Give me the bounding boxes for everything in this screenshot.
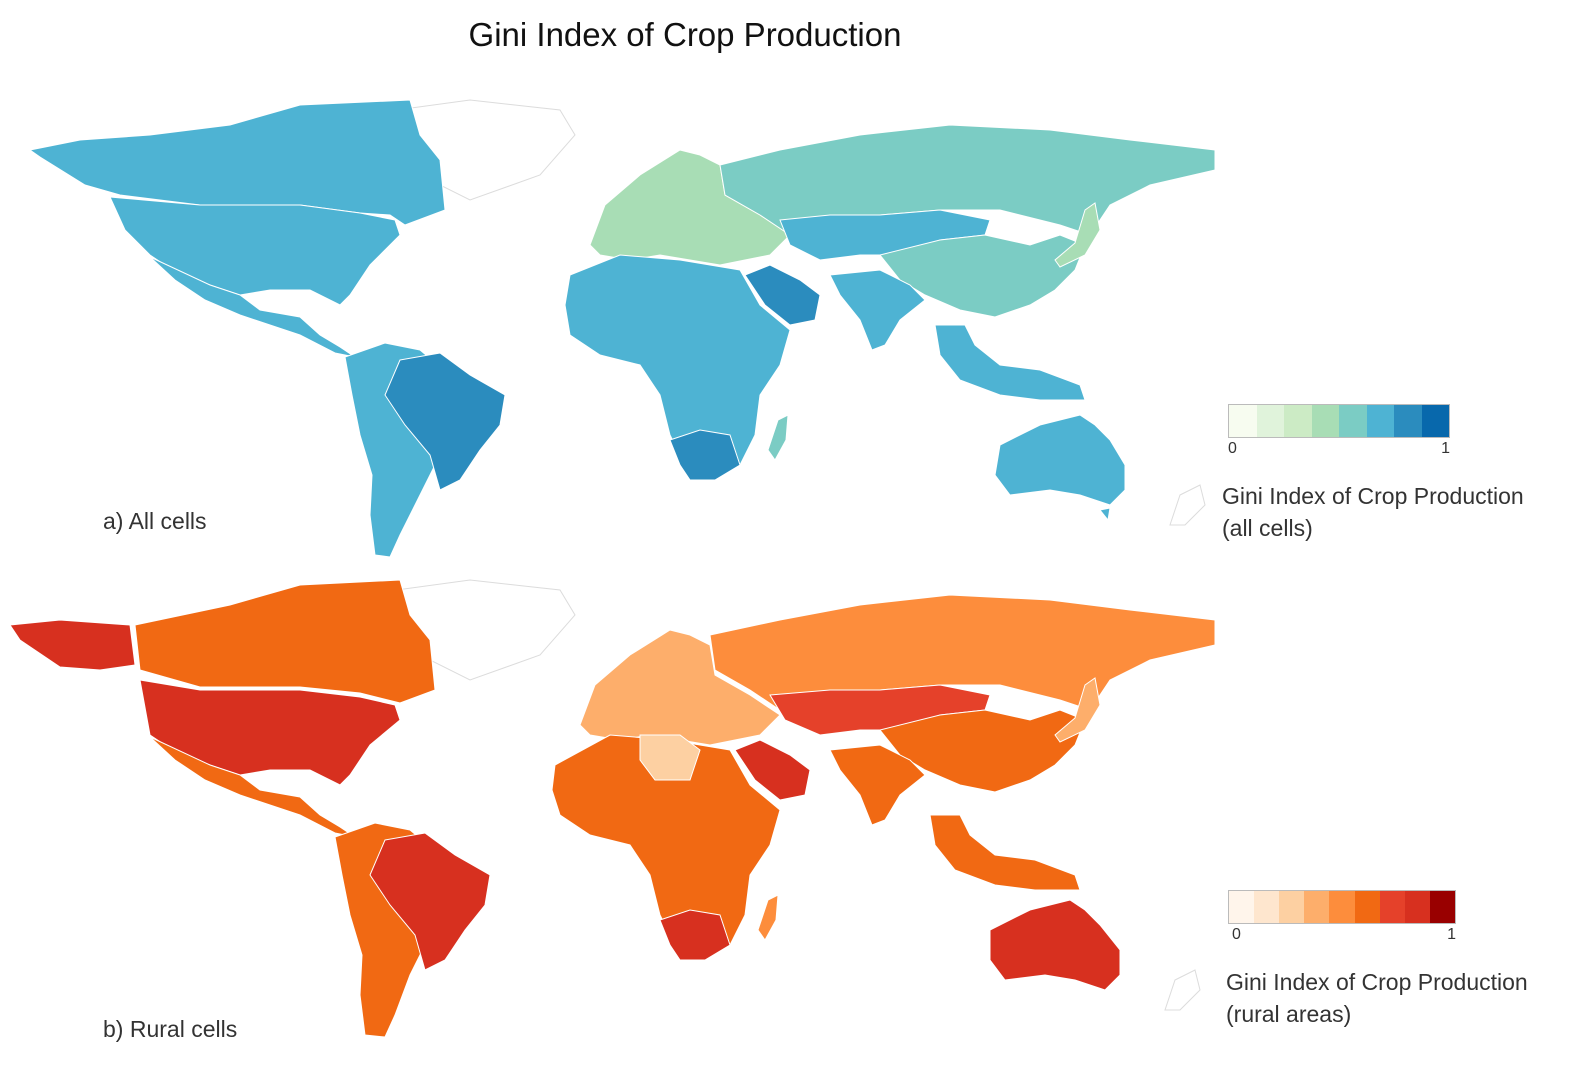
legend-swatch-0 [1229, 405, 1257, 437]
legend-swatch-6 [1379, 891, 1405, 923]
legend-swatch-5 [1366, 405, 1394, 437]
legend-all-cells: 0 1 [1228, 404, 1450, 460]
region-southeast-asia [929, 814, 1081, 891]
legend-colorbar-blue [1228, 404, 1450, 438]
legend-swatch-7 [1404, 891, 1430, 923]
legend-swatch-3 [1311, 405, 1339, 437]
region-saudi-arabia [734, 739, 811, 801]
region-japan [1054, 202, 1101, 268]
legend-swatch-4 [1329, 891, 1355, 923]
legend-swatch-8 [1429, 891, 1455, 923]
region-china [879, 234, 1086, 318]
legend-swatch-4 [1339, 405, 1367, 437]
region-united-states [109, 196, 401, 306]
region-madagascar [767, 414, 789, 461]
region-south-africa [659, 909, 731, 961]
legend-swatch-2 [1279, 891, 1305, 923]
legend-swatch-5 [1354, 891, 1380, 923]
region-australia [994, 414, 1126, 506]
region-brazil [369, 832, 491, 971]
region-saudi-arabia [744, 264, 821, 326]
region-south-africa [669, 429, 741, 481]
legend-colorbar-red [1228, 890, 1456, 924]
region-madagascar [757, 894, 779, 941]
panel-label-all-cells: a) All cells [103, 508, 207, 534]
legend-swatch-7 [1421, 405, 1449, 437]
legend-swatch-1 [1256, 405, 1284, 437]
region-japan [1054, 677, 1101, 743]
world-map-all-cells [28, 99, 1216, 558]
legend-swatch-2 [1284, 405, 1312, 437]
legend-title-line1: Gini Index of Crop Production [1222, 483, 1524, 509]
legend-swatch-3 [1304, 891, 1330, 923]
legend-title-line1: Gini Index of Crop Production [1226, 969, 1528, 995]
legend-title-line2: (all cells) [1222, 515, 1313, 541]
panel-label-rural-cells: b) Rural cells [103, 1016, 238, 1042]
legend-title-line2: (rural areas) [1226, 1001, 1352, 1027]
new-zealand-outline [1169, 484, 1206, 526]
region-united-states [139, 679, 401, 786]
region-tasmania [1099, 507, 1111, 522]
region-canada [28, 99, 446, 226]
legend-swatch-6 [1394, 405, 1422, 437]
legend-max-label: 1 [1447, 926, 1456, 943]
new-zealand-outline [1164, 969, 1201, 1011]
region-canada [134, 579, 436, 704]
legend-max-label: 1 [1441, 440, 1450, 457]
legend-title-rural-cells: Gini Index of Crop Production (rural are… [1226, 958, 1528, 1030]
region-north-africa [639, 734, 701, 781]
region-india [829, 269, 926, 351]
region-australia [989, 899, 1121, 991]
legend-min-label: 0 [1232, 926, 1241, 943]
legend-swatch-1 [1254, 891, 1280, 923]
world-map-rural-cells [9, 579, 1216, 1038]
legend-swatch-0 [1229, 891, 1255, 923]
region-brazil [384, 352, 506, 491]
region-india [829, 744, 926, 826]
figure-title: Gini Index of Crop Production [468, 16, 902, 53]
region-alaska [9, 619, 136, 671]
legend-min-label: 0 [1228, 440, 1237, 457]
legend-rural-cells: 0 1 [1228, 890, 1456, 946]
region-china [879, 709, 1086, 793]
legend-title-all-cells: Gini Index of Crop Production (all cells… [1222, 472, 1524, 544]
region-southeast-asia [934, 324, 1086, 401]
